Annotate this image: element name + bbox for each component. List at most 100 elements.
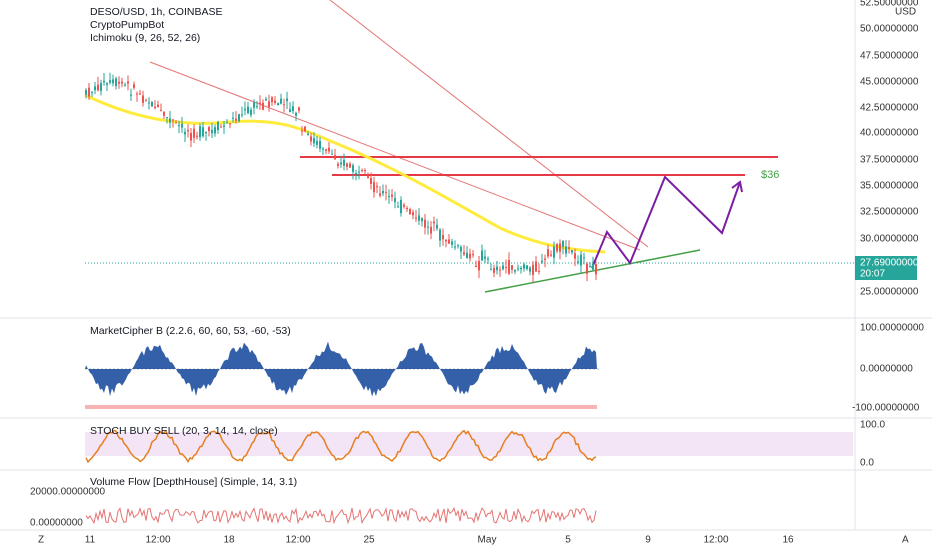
candle-body (352, 165, 354, 172)
candle-body (493, 268, 495, 273)
indicator-label: Ichimoku (9, 26, 52, 26) (90, 32, 200, 44)
candle-body (325, 149, 327, 151)
candle-body (490, 268, 492, 270)
candle-body (373, 182, 375, 193)
candle-body (460, 246, 462, 252)
candle-body (112, 79, 114, 84)
currency-label: USD (895, 7, 916, 18)
candle-body (127, 81, 129, 84)
candle-body (421, 218, 423, 222)
trend-line (329, 0, 649, 248)
candle-body (364, 170, 366, 172)
candle-body (436, 224, 438, 229)
candle-body (463, 252, 465, 255)
candle-body (100, 83, 102, 91)
candle-body (190, 133, 192, 141)
candle-body (160, 109, 162, 111)
mcb-wave (85, 341, 597, 397)
candle-body (559, 243, 561, 252)
candle-body (445, 239, 447, 242)
candle-body (124, 84, 126, 86)
pane-title: MarketCipher B (2.2.6, 60, 60, 53, -60, … (90, 325, 291, 337)
candle-body (403, 204, 405, 207)
candle-body (577, 261, 579, 263)
candle-body (580, 254, 582, 266)
pane-axis-label: 0.0 (860, 458, 874, 469)
price-axis-label: 30.00000000 (860, 234, 919, 245)
candle-body (211, 130, 213, 134)
price-axis-label: 50.00000000 (860, 24, 919, 35)
candle-body (295, 112, 297, 116)
candle-body (220, 126, 222, 128)
support-line (484, 249, 701, 293)
candle-body (256, 105, 258, 107)
candle-body (241, 114, 243, 116)
candle-body (382, 190, 384, 194)
candle-body (502, 265, 504, 270)
candle-body (487, 258, 489, 260)
candle-body (268, 101, 270, 107)
candle-body (250, 109, 252, 115)
candle-body (187, 129, 189, 132)
candle-body (394, 198, 396, 203)
candle-body (289, 109, 291, 113)
price-axis-label: 37.50000000 (860, 155, 919, 166)
chart-drawings (0, 0, 932, 531)
candle-body (331, 153, 333, 155)
candle-body (172, 119, 174, 121)
candle-body (223, 125, 225, 127)
candle-body (232, 117, 234, 119)
candle-body (370, 178, 372, 184)
candle-body (427, 226, 429, 228)
candle-body (136, 93, 138, 95)
candle-body (544, 258, 546, 260)
candle-body (85, 90, 87, 95)
candle-body (442, 235, 444, 240)
target-annotation: $36 (761, 169, 779, 181)
candle-body (322, 148, 324, 150)
time-axis-label: 12:00 (145, 535, 170, 546)
candle-body (418, 215, 420, 221)
candle-body (388, 196, 390, 198)
candle-body (106, 83, 108, 85)
candle-body (499, 269, 501, 271)
candle-body (550, 254, 552, 256)
candle-body (199, 126, 201, 138)
candle-body (316, 140, 318, 145)
price-tag (855, 256, 917, 280)
candle-body (229, 123, 231, 125)
candle-body (259, 102, 261, 104)
candle-body (157, 104, 159, 108)
price-axis-label: 25.00000000 (860, 287, 919, 298)
time-axis-label: 16 (782, 535, 794, 546)
candle-body (376, 186, 378, 188)
candle-body (247, 106, 249, 114)
candle-body (115, 78, 117, 87)
corner-button[interactable]: A (902, 535, 909, 546)
candle-body (193, 128, 195, 138)
candle-body (586, 263, 588, 274)
candle-body (148, 102, 150, 104)
candle-body (196, 135, 198, 137)
price-axis-label: 47.50000000 (860, 51, 919, 62)
candle-body (415, 217, 417, 219)
candle-body (178, 125, 180, 127)
candle-body (589, 266, 591, 268)
candle-body (565, 246, 567, 254)
mcb-signal-bar (85, 405, 597, 409)
candle-body (334, 155, 336, 160)
corner-button[interactable]: Z (38, 535, 44, 546)
candle-body (238, 114, 240, 122)
candle-body (529, 267, 531, 272)
candle-body (244, 108, 246, 111)
candle-body (454, 246, 456, 248)
candle-body (553, 246, 555, 258)
candle-body (481, 250, 483, 261)
indicator-label: CryptoPumpBot (90, 19, 164, 31)
projection-arrow (731, 180, 743, 193)
candle-body (346, 163, 348, 167)
candle-body (313, 138, 315, 144)
candle-body (307, 133, 309, 135)
candle-body (514, 270, 516, 272)
candle-body (478, 261, 480, 271)
